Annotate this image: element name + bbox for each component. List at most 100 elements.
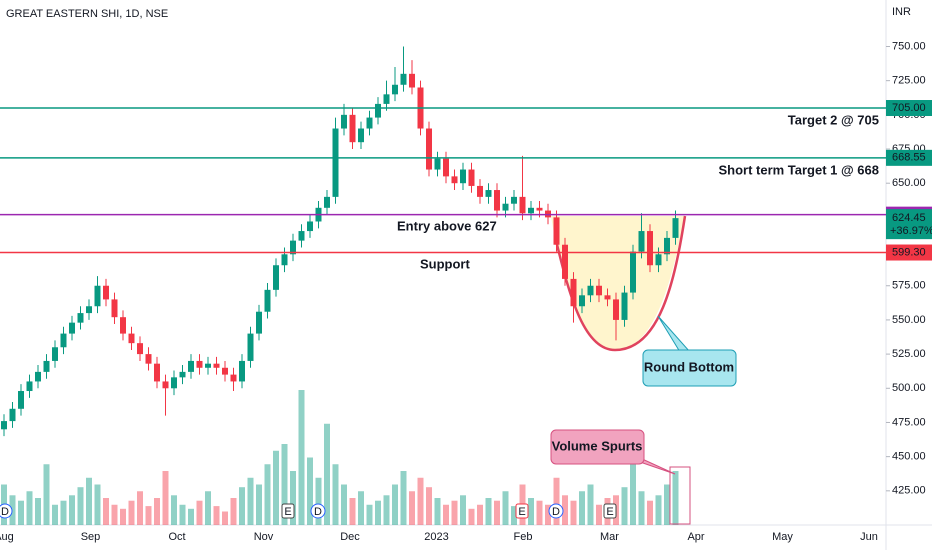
candle-body (587, 285, 594, 296)
candle-body (502, 203, 509, 211)
candle-body (43, 360, 50, 372)
event-label: D (314, 506, 322, 518)
last-price: 624.45 (892, 212, 926, 224)
volume-bar (205, 491, 211, 525)
volume-bar (213, 506, 220, 525)
y-tick-label: 525.00 (892, 348, 926, 360)
volume-bar (86, 477, 92, 525)
volume-bar (137, 491, 143, 525)
volume-bar (26, 491, 33, 525)
y-tick-label: 550.00 (892, 314, 926, 326)
candle-body (349, 114, 356, 143)
volume-bar (630, 457, 636, 525)
x-tick-label: Sep (81, 531, 101, 543)
candle-body (536, 207, 543, 211)
candle-body (468, 169, 475, 186)
volume-bar (128, 500, 135, 525)
volume-bar (621, 487, 628, 525)
candle-body (94, 285, 101, 307)
candle-body (621, 292, 628, 320)
callout-box (550, 429, 645, 465)
candle-body (451, 176, 458, 184)
candle-body (9, 408, 16, 422)
annotation: Volume Spurts (552, 438, 643, 453)
change: +36.97% (890, 225, 932, 237)
volume-bar (52, 504, 58, 525)
candle-body (528, 207, 534, 214)
candle-body (366, 117, 373, 129)
candle-body (358, 128, 364, 143)
candle-body (596, 285, 602, 296)
candle-body (307, 221, 313, 232)
candle-body (613, 299, 619, 320)
candle-body (562, 244, 568, 279)
event-label: E (518, 506, 525, 518)
volume-bar (77, 487, 84, 525)
volume-bar (553, 477, 560, 525)
candle-body (264, 289, 271, 312)
candle-body (18, 391, 24, 409)
candle-body (553, 217, 560, 245)
volume-bar (188, 508, 194, 525)
candle-body (128, 333, 135, 344)
candle-body (426, 128, 432, 170)
candle-body (35, 371, 41, 382)
volume-bar (562, 495, 568, 525)
y-tick-label: 650.00 (892, 177, 926, 189)
candle-body (239, 360, 245, 382)
volume-bar (162, 471, 169, 525)
volume-bar (145, 506, 152, 525)
candle-body (111, 299, 118, 318)
candle-body (443, 158, 449, 177)
event-icon (548, 503, 564, 519)
candle-body (511, 196, 517, 204)
volume-bar (60, 500, 67, 525)
volume-bar (256, 484, 262, 525)
chart-title: GREAT EASTERN SHI, 1D, NSE (6, 8, 168, 20)
candle-body (519, 196, 526, 214)
event-label: E (606, 506, 613, 518)
event-label: E (284, 506, 291, 518)
candle-body (137, 343, 143, 355)
volume-bar (579, 491, 585, 525)
volume-bar (536, 500, 543, 525)
candle-body (77, 313, 84, 323)
volume-bar (179, 504, 186, 525)
candle-body (26, 381, 33, 392)
volume-bar (392, 484, 398, 525)
candle-body (630, 251, 636, 293)
candle-body (52, 347, 58, 361)
candle-body (179, 371, 186, 378)
candle-body (604, 295, 611, 300)
volume-bar (460, 495, 466, 525)
candle-body (392, 84, 398, 95)
candle-body (120, 317, 126, 334)
x-tick-label: 2023 (424, 531, 448, 543)
volume-bar (281, 444, 288, 525)
volume-bar (570, 500, 577, 525)
candle-body (460, 169, 466, 184)
volume-bar (587, 484, 594, 525)
volume-bar (341, 484, 347, 525)
x-tick-label: Dec (340, 531, 360, 543)
annotation: Round Bottom (644, 359, 734, 374)
volume-bar (375, 500, 381, 525)
volume-bar (332, 464, 339, 525)
x-tick-label: Mar (600, 531, 619, 543)
candle-body (60, 333, 67, 348)
candle-body (579, 295, 585, 307)
volume-bar (672, 471, 679, 525)
volume-bar (511, 506, 517, 525)
volume-bar (273, 450, 279, 525)
price-tag-label: 668.55 (892, 152, 926, 164)
annotation: Support (420, 256, 470, 271)
candle-body (154, 363, 160, 382)
volume-bar (222, 511, 228, 525)
volume-bar (596, 504, 602, 525)
volume-bar (43, 464, 50, 525)
volume-bar (9, 495, 16, 525)
volume-bar (528, 498, 534, 525)
event-label: D (1, 506, 9, 518)
event-icon (281, 503, 295, 519)
